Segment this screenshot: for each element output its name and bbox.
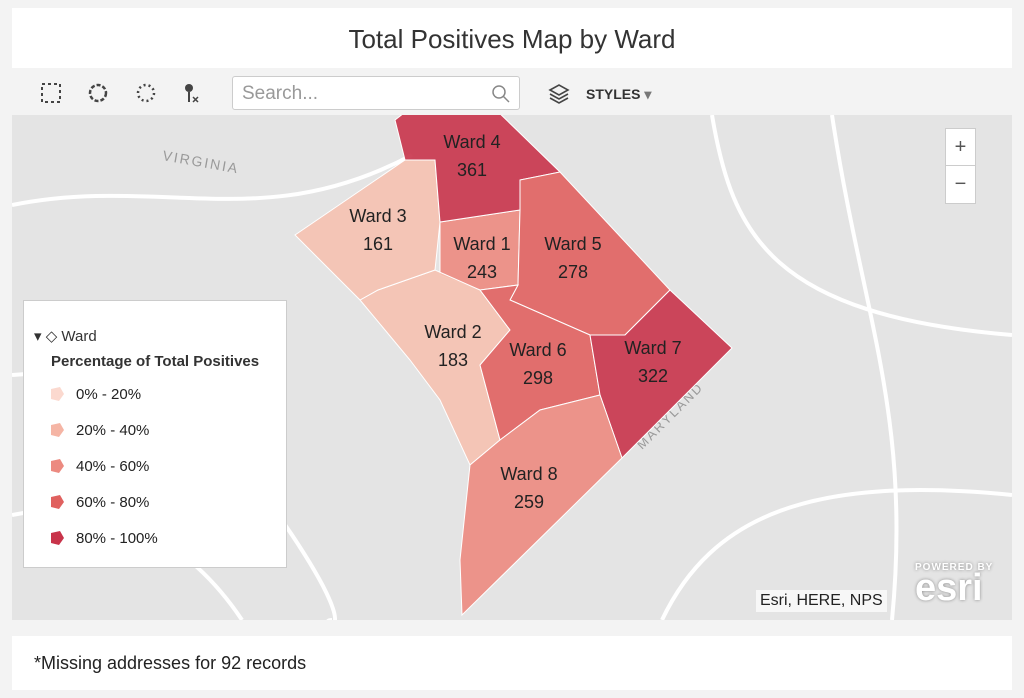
- swatch-shape: [51, 423, 64, 437]
- legend-label: 60% - 80%: [76, 493, 150, 511]
- ward-name: Ward 5: [544, 234, 601, 254]
- swatch-shape: [51, 387, 64, 401]
- legend-swatch: [51, 531, 64, 545]
- legend-item: 0% - 20%: [48, 385, 141, 403]
- ward-name: Ward 3: [349, 206, 406, 226]
- zoom-control: + −: [945, 128, 976, 204]
- footer: *Missing addresses for 92 records: [12, 636, 1012, 690]
- legend-swatch: [51, 459, 64, 473]
- ward-name: Ward 6: [509, 340, 566, 360]
- swatch-shape: [51, 495, 64, 509]
- ward-value: 161: [363, 234, 393, 254]
- ward-value: 322: [638, 366, 668, 386]
- select-circle[interactable]: [88, 83, 108, 103]
- legend-label: 40% - 60%: [76, 457, 150, 475]
- legend-title: Percentage of Total Positives: [51, 353, 260, 370]
- ward-value: 259: [514, 492, 544, 512]
- ward-name: Ward 8: [500, 464, 557, 484]
- legend-label: 20% - 40%: [76, 421, 150, 439]
- brand: esri: [915, 567, 983, 609]
- ward-name: Ward 7: [624, 338, 681, 358]
- clear-selection[interactable]: [185, 84, 199, 103]
- ward-name: Ward 2: [424, 322, 481, 342]
- legend-swatch: [51, 387, 64, 401]
- select-rect[interactable]: [41, 83, 61, 103]
- ward-name: Ward 4: [443, 132, 500, 152]
- powered-by: POWERED BY: [915, 562, 994, 573]
- swatch-shape: [51, 531, 64, 545]
- layers-icon[interactable]: [548, 82, 570, 104]
- legend: ▾ ◇ Ward Percentage of Total Positives 0…: [23, 300, 287, 568]
- styles-button[interactable]: STYLES ▾: [586, 86, 652, 102]
- attribution: Esri, HERE, NPS: [756, 590, 887, 612]
- select-lasso[interactable]: [136, 83, 156, 103]
- title: Total Positives Map by Ward: [12, 8, 1012, 68]
- legend-item: 80% - 100%: [48, 529, 158, 547]
- swatch-shape: [51, 459, 64, 473]
- toolbar: Search... STYLES ▾: [12, 70, 1012, 115]
- legend-layer: ▾ ◇ Ward: [34, 328, 97, 345]
- legend-swatch: [51, 495, 64, 509]
- legend-label: 80% - 100%: [76, 529, 158, 547]
- legend-label: 0% - 20%: [76, 385, 142, 403]
- ward-value: 361: [457, 160, 487, 180]
- legend-item: 20% - 40%: [48, 421, 149, 439]
- ward-area[interactable]: [459, 394, 623, 617]
- legend-item: 60% - 80%: [48, 493, 149, 511]
- legend-item: 40% - 60%: [48, 457, 149, 475]
- ward-value: 243: [467, 262, 497, 282]
- zoom-out[interactable]: −: [954, 173, 967, 195]
- ward-value: 183: [438, 350, 468, 370]
- search-placeholder: Search...: [242, 83, 319, 104]
- search-input[interactable]: Search...: [232, 76, 520, 110]
- ward-name: Ward 1: [453, 234, 510, 254]
- region-label: VIRGINIA: [161, 147, 240, 176]
- ward-value: 278: [558, 262, 588, 282]
- styles-label: STYLES: [586, 86, 641, 102]
- legend-layer-name: Ward: [61, 328, 97, 345]
- zoom-in[interactable]: +: [946, 129, 975, 166]
- tool-icons: [41, 83, 199, 103]
- ward-value: 298: [523, 368, 553, 388]
- legend-swatch: [51, 423, 64, 437]
- search-icon: [492, 85, 510, 103]
- esri-logo: POWERED BY esri: [915, 562, 994, 609]
